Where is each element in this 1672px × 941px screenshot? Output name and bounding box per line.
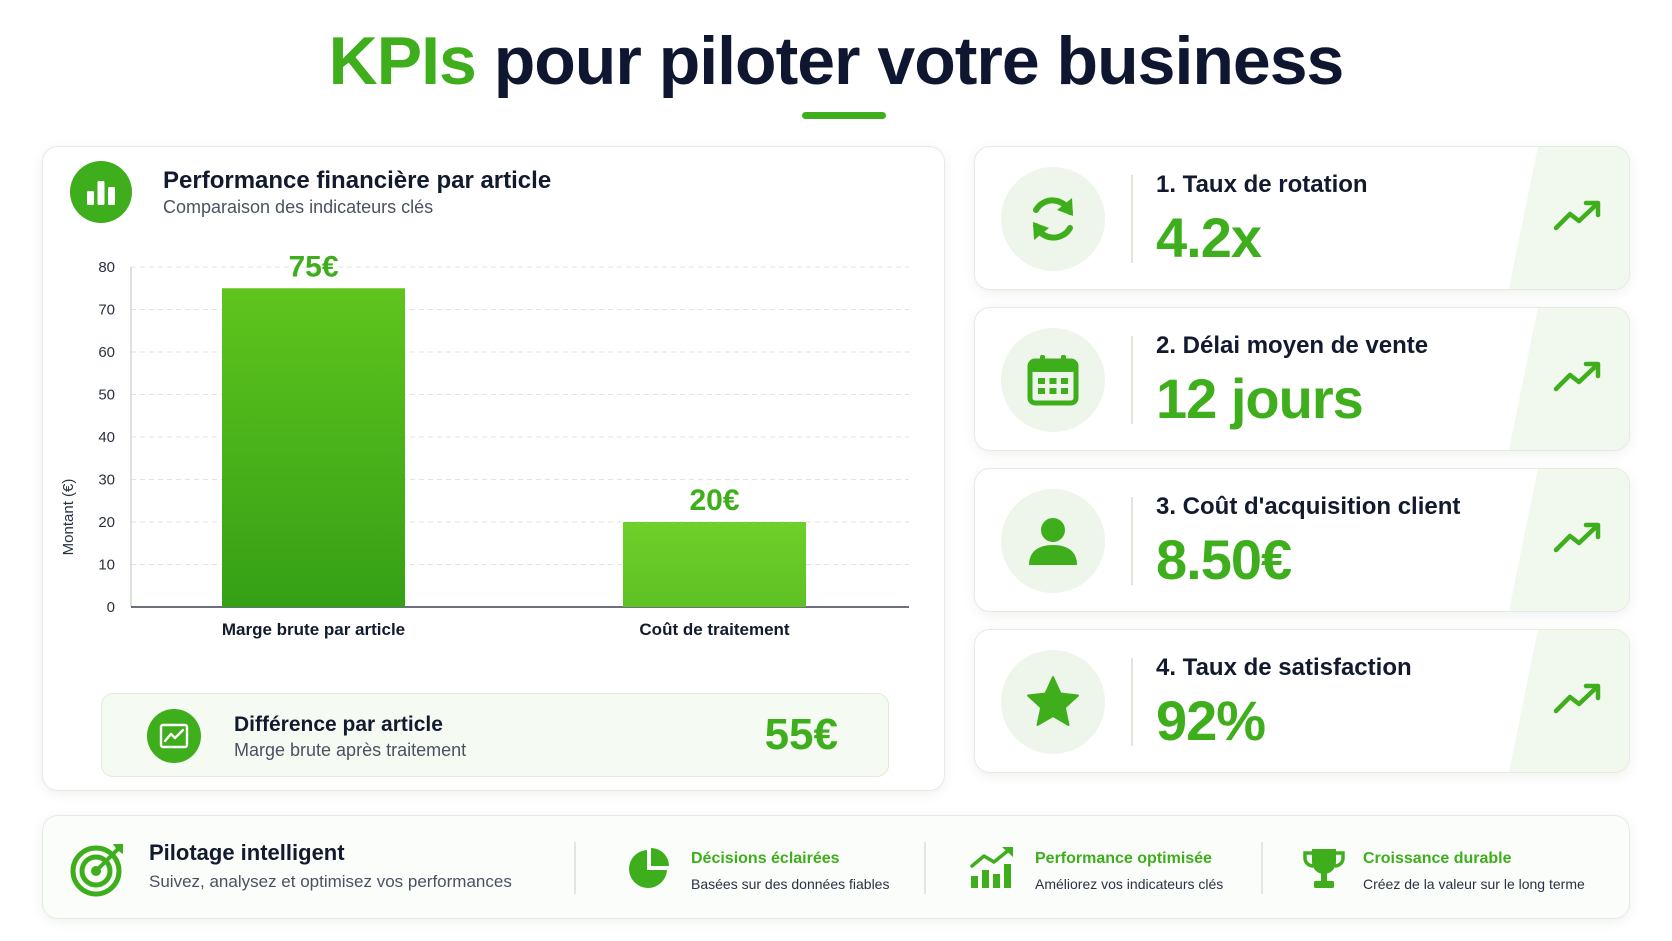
footer-banner: Pilotage intelligent Suivez, analysez et… xyxy=(42,815,1630,919)
trophy-icon xyxy=(1303,849,1345,888)
kpi-value: 4.2x xyxy=(1156,206,1262,269)
kpi-card-rotation: 1. Taux de rotation 4.2x xyxy=(974,146,1630,290)
y-tick-label: 50 xyxy=(98,387,115,404)
trend-up-icon xyxy=(1553,200,1601,231)
difference-subtitle: Marge brute après traitement xyxy=(234,740,467,760)
trend-up-icon xyxy=(1553,361,1601,392)
footer-separator xyxy=(574,842,576,894)
kpi-separator xyxy=(1131,175,1133,263)
y-tick-label: 60 xyxy=(98,344,115,361)
calendar-icon xyxy=(1001,328,1105,432)
page-title-accent: KPIs xyxy=(328,23,477,99)
kpi-label: 4. Taux de satisfaction xyxy=(1156,654,1412,681)
kpi-value: 12 jours xyxy=(1156,367,1364,430)
kpi-separator xyxy=(1131,658,1133,746)
bar-chart: 0 10 20 30 40 50 60 70 80 75€ Marge brute par arti… xyxy=(60,250,909,639)
footer-separator xyxy=(1261,842,1263,894)
footer-item-subtitle: Améliorez vos indicateurs clés xyxy=(1035,876,1224,892)
refresh-icon xyxy=(1001,167,1105,271)
bar-data-label: 75€ xyxy=(288,250,338,283)
y-tick-label: 80 xyxy=(98,259,115,276)
trend-up-icon xyxy=(1553,522,1601,553)
y-tick-label: 0 xyxy=(107,599,115,616)
kpi-separator xyxy=(1131,497,1133,585)
bar xyxy=(222,288,405,607)
trend-chart-icon xyxy=(147,709,201,763)
target-icon xyxy=(70,844,123,897)
footer-item-title: Croissance durable xyxy=(1363,850,1512,867)
kpi-label: 3. Coût d'acquisition client xyxy=(1156,493,1461,520)
footer-main-title: Pilotage intelligent xyxy=(149,840,345,865)
bar-chart-icon xyxy=(70,161,132,223)
y-tick-label: 40 xyxy=(98,429,115,446)
x-tick-label: Marge brute par article xyxy=(222,620,405,639)
title-underline xyxy=(802,112,886,119)
difference-title: Différence par article xyxy=(234,713,443,736)
kpi-card-sale-delay: 2. Délai moyen de vente 12 jours xyxy=(974,307,1630,451)
x-tick-label: Coût de traitement xyxy=(639,620,790,639)
chart-title: Performance financière par article xyxy=(163,167,552,194)
chart-card: Performance financière par article Compa… xyxy=(42,146,945,791)
star-icon xyxy=(1001,650,1105,754)
y-tick-label: 10 xyxy=(98,557,115,574)
y-axis-title: Montant (€) xyxy=(60,479,77,556)
pie-chart-icon xyxy=(629,848,669,888)
footer-item-title: Performance optimisée xyxy=(1035,850,1212,867)
bar-data-label: 20€ xyxy=(689,484,739,517)
growth-chart-icon xyxy=(970,847,1013,888)
user-icon xyxy=(1001,489,1105,593)
y-tick-label: 70 xyxy=(98,302,115,319)
kpi-card-satisfaction: 4. Taux de satisfaction 92% xyxy=(974,629,1630,773)
kpi-separator xyxy=(1131,336,1133,424)
chart-subtitle: Comparaison des indicateurs clés xyxy=(163,197,434,217)
footer-separator xyxy=(924,842,926,894)
footer-item-subtitle: Créez de la valeur sur le long terme xyxy=(1363,876,1585,892)
bar xyxy=(623,522,806,607)
kpi-label: 1. Taux de rotation xyxy=(1156,171,1368,198)
difference-box: Différence par article Marge brute après… xyxy=(101,693,889,777)
page-title: KPIs pour piloter votre business xyxy=(0,22,1672,100)
kpi-value: 8.50€ xyxy=(1156,528,1292,591)
trend-up-icon xyxy=(1553,683,1601,714)
difference-value: 55€ xyxy=(764,710,838,759)
footer-item-subtitle: Basées sur des données fiables xyxy=(691,876,890,892)
y-tick-label: 20 xyxy=(98,514,115,531)
kpi-value: 92% xyxy=(1156,689,1266,752)
kpi-label: 2. Délai moyen de vente xyxy=(1156,332,1429,359)
footer-item-title: Décisions éclairées xyxy=(691,850,840,867)
page-title-rest: pour piloter votre business xyxy=(475,23,1345,99)
y-tick-label: 30 xyxy=(98,472,115,489)
kpi-card-acquisition-cost: 3. Coût d'acquisition client 8.50€ xyxy=(974,468,1630,612)
footer-main-subtitle: Suivez, analysez et optimisez vos perfor… xyxy=(149,872,512,891)
